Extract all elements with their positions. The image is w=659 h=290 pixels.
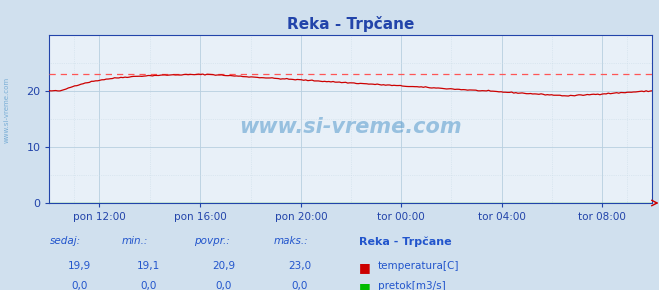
Text: min.:: min.: bbox=[122, 236, 148, 246]
Text: 0,0: 0,0 bbox=[71, 281, 87, 290]
Text: 0,0: 0,0 bbox=[292, 281, 308, 290]
Text: 19,9: 19,9 bbox=[67, 261, 91, 271]
Text: 0,0: 0,0 bbox=[140, 281, 156, 290]
Title: Reka - Trpčane: Reka - Trpčane bbox=[287, 16, 415, 32]
Text: www.si-vreme.com: www.si-vreme.com bbox=[3, 77, 10, 143]
Text: povpr.:: povpr.: bbox=[194, 236, 230, 246]
Text: www.si-vreme.com: www.si-vreme.com bbox=[240, 117, 462, 137]
Text: Reka - Trpčane: Reka - Trpčane bbox=[359, 236, 452, 247]
Text: 20,9: 20,9 bbox=[212, 261, 236, 271]
Text: 23,0: 23,0 bbox=[288, 261, 312, 271]
Text: 19,1: 19,1 bbox=[136, 261, 160, 271]
Text: temperatura[C]: temperatura[C] bbox=[378, 261, 459, 271]
Text: sedaj:: sedaj: bbox=[49, 236, 80, 246]
Text: pretok[m3/s]: pretok[m3/s] bbox=[378, 281, 445, 290]
Text: maks.:: maks.: bbox=[273, 236, 308, 246]
Text: ■: ■ bbox=[359, 281, 371, 290]
Text: ■: ■ bbox=[359, 261, 371, 274]
Text: 0,0: 0,0 bbox=[216, 281, 232, 290]
